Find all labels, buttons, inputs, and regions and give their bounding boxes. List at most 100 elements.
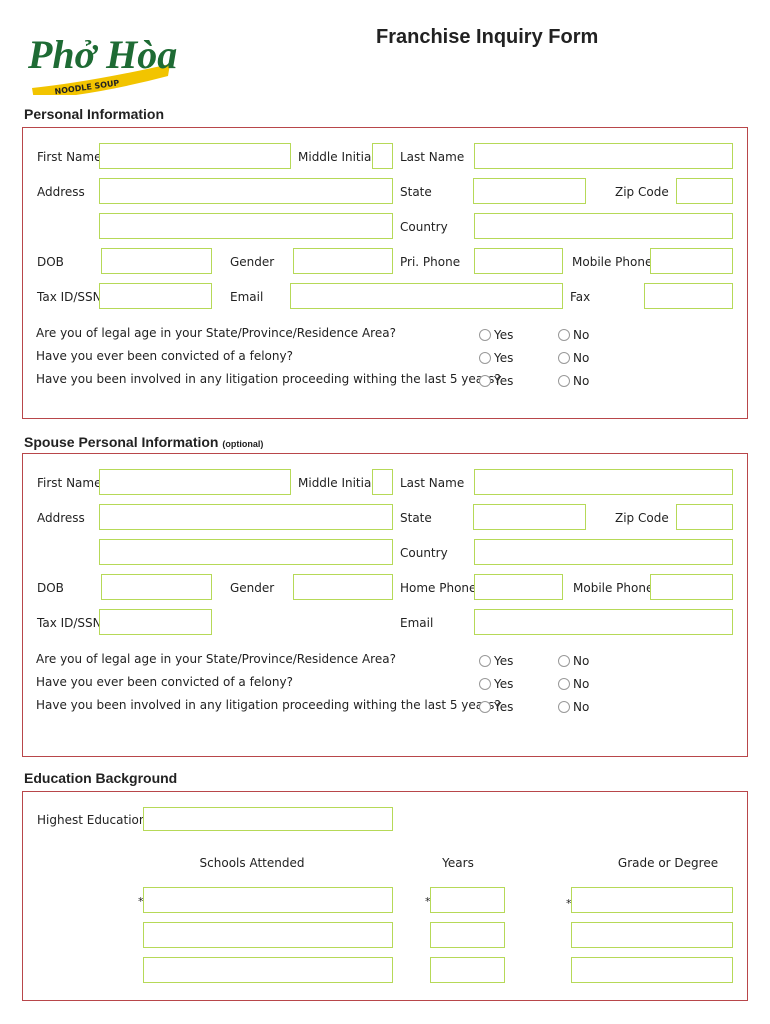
- question-2: Have you ever been convicted of a felony…: [36, 675, 293, 689]
- radio-label: Yes: [494, 700, 514, 714]
- personal-info-section: [22, 127, 748, 419]
- radio-yes-q2[interactable]: Yes: [479, 677, 513, 691]
- first-name-label: First Name: [37, 150, 102, 164]
- radio-circle-icon[interactable]: [479, 375, 491, 387]
- radio-circle-icon[interactable]: [558, 655, 570, 667]
- zip-code-label: Zip Code: [615, 185, 669, 199]
- radio-circle-icon[interactable]: [558, 352, 570, 364]
- question-3: Have you been involved in any litigation…: [36, 372, 501, 386]
- radio-no-q3[interactable]: No: [558, 700, 589, 714]
- radio-circle-icon[interactable]: [558, 701, 570, 713]
- middle-initial-label: Middle Initial: [298, 150, 375, 164]
- address-input-1[interactable]: [99, 504, 393, 530]
- dob-input[interactable]: [101, 574, 212, 600]
- personal-info-heading: Personal Information: [24, 106, 165, 122]
- tax-id-input[interactable]: [99, 283, 212, 309]
- years-input-2[interactable]: [430, 922, 505, 948]
- radio-yes-q2[interactable]: Yes: [479, 351, 513, 365]
- country-input[interactable]: [474, 213, 733, 239]
- home-phone-input[interactable]: [474, 574, 563, 600]
- tax-id-label: Tax ID/SSN: [37, 616, 102, 630]
- email-input[interactable]: [474, 609, 733, 635]
- radio-no-q2[interactable]: No: [558, 351, 589, 365]
- gender-input[interactable]: [293, 248, 393, 274]
- radio-no-q3[interactable]: No: [558, 374, 589, 388]
- years-input-3[interactable]: [430, 957, 505, 983]
- question-1: Are you of legal age in your State/Provi…: [36, 652, 396, 666]
- dob-input[interactable]: [101, 248, 212, 274]
- home-phone-label: Home Phone: [400, 581, 477, 595]
- gender-label: Gender: [230, 581, 275, 595]
- radio-yes-q3[interactable]: Yes: [479, 700, 513, 714]
- gender-label: Gender: [230, 255, 275, 269]
- radio-circle-icon[interactable]: [558, 375, 570, 387]
- grade-degree-input-3[interactable]: [571, 957, 733, 983]
- last-name-input[interactable]: [474, 143, 733, 169]
- dob-label: DOB: [37, 581, 64, 595]
- middle-initial-input[interactable]: [372, 469, 393, 495]
- zip-code-input[interactable]: [676, 178, 733, 204]
- mobile-phone-input[interactable]: [650, 248, 733, 274]
- dob-label: DOB: [37, 255, 64, 269]
- school-input-2[interactable]: [143, 922, 393, 948]
- radio-label: No: [573, 351, 590, 365]
- radio-circle-icon[interactable]: [558, 329, 570, 341]
- address-input-1[interactable]: [99, 178, 393, 204]
- state-input[interactable]: [473, 504, 586, 530]
- radio-label: No: [573, 374, 590, 388]
- first-name-input[interactable]: [99, 143, 291, 169]
- address-input-2[interactable]: [99, 539, 393, 565]
- radio-no-q2[interactable]: No: [558, 677, 589, 691]
- radio-yes-q1[interactable]: Yes: [479, 654, 513, 668]
- radio-circle-icon[interactable]: [479, 352, 491, 364]
- school-input-3[interactable]: [143, 957, 393, 983]
- fax-input[interactable]: [644, 283, 733, 309]
- years-input-1[interactable]: [430, 887, 505, 913]
- radio-no-q1[interactable]: No: [558, 654, 589, 668]
- required-mark: *: [425, 895, 431, 908]
- school-input-1[interactable]: [143, 887, 393, 913]
- radio-yes-q3[interactable]: Yes: [479, 374, 513, 388]
- gender-input[interactable]: [293, 574, 393, 600]
- highest-education-input[interactable]: [143, 807, 393, 831]
- middle-initial-input[interactable]: [372, 143, 393, 169]
- mobile-phone-input[interactable]: [650, 574, 733, 600]
- radio-label: Yes: [494, 677, 514, 691]
- pri-phone-input[interactable]: [474, 248, 563, 274]
- country-label: Country: [400, 220, 448, 234]
- radio-label: Yes: [494, 351, 514, 365]
- schools-attended-header: Schools Attended: [199, 856, 305, 870]
- zip-code-label: Zip Code: [615, 511, 669, 525]
- radio-circle-icon[interactable]: [479, 329, 491, 341]
- middle-initial-label: Middle Initial: [298, 476, 375, 490]
- radio-label: Yes: [494, 328, 514, 342]
- tax-id-input[interactable]: [99, 609, 212, 635]
- education-section: [22, 791, 748, 1001]
- radio-yes-q1[interactable]: Yes: [479, 328, 513, 342]
- radio-label: No: [573, 654, 590, 668]
- state-input[interactable]: [473, 178, 586, 204]
- question-3: Have you been involved in any litigation…: [36, 698, 501, 712]
- highest-education-label: Highest Education: [37, 813, 147, 827]
- first-name-input[interactable]: [99, 469, 291, 495]
- spouse-info-section: [22, 453, 748, 757]
- state-label: State: [400, 511, 432, 525]
- radio-circle-icon[interactable]: [479, 701, 491, 713]
- zip-code-input[interactable]: [676, 504, 733, 530]
- radio-circle-icon[interactable]: [479, 655, 491, 667]
- radio-no-q1[interactable]: No: [558, 328, 589, 342]
- pri-phone-label: Pri. Phone: [400, 255, 461, 269]
- fax-label: Fax: [570, 290, 591, 304]
- address-input-2[interactable]: [99, 213, 393, 239]
- radio-circle-icon[interactable]: [558, 678, 570, 690]
- country-input[interactable]: [474, 539, 733, 565]
- grade-degree-input-2[interactable]: [571, 922, 733, 948]
- grade-degree-input-1[interactable]: [571, 887, 733, 913]
- years-header: Years: [442, 856, 474, 870]
- email-input[interactable]: [290, 283, 563, 309]
- radio-label: Yes: [494, 654, 514, 668]
- education-heading: Education Background: [24, 770, 178, 786]
- last-name-label: Last Name: [400, 150, 465, 164]
- last-name-input[interactable]: [474, 469, 733, 495]
- radio-circle-icon[interactable]: [479, 678, 491, 690]
